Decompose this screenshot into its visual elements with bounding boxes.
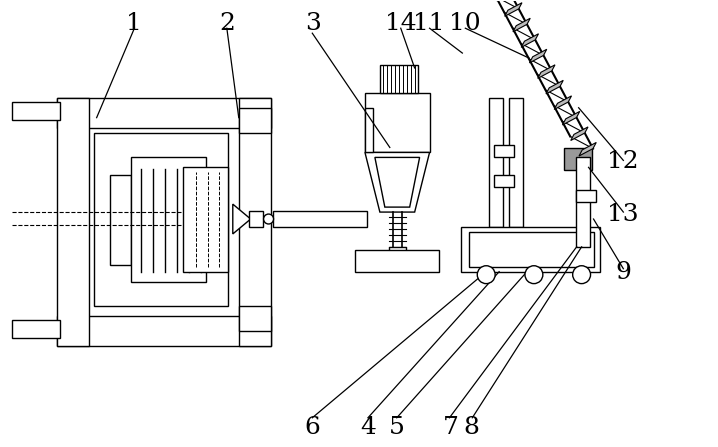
Bar (564, 148, 592, 170)
Bar (239, 108, 271, 133)
Bar (131, 157, 206, 282)
Bar (389, 247, 406, 257)
Polygon shape (496, 0, 514, 1)
Polygon shape (529, 49, 546, 63)
Polygon shape (571, 127, 588, 140)
Bar (494, 175, 514, 187)
Bar (380, 65, 418, 93)
Polygon shape (521, 34, 538, 47)
Text: 6: 6 (304, 416, 320, 439)
Polygon shape (546, 80, 563, 94)
Bar (12, 102, 60, 120)
Bar (248, 211, 263, 227)
Bar (365, 93, 429, 152)
Text: 4: 4 (360, 416, 376, 439)
Polygon shape (554, 96, 572, 110)
Bar (93, 133, 228, 307)
Text: 1: 1 (126, 12, 142, 35)
Bar (239, 98, 271, 346)
Polygon shape (579, 143, 596, 156)
Text: 14: 14 (385, 12, 416, 35)
Text: 8: 8 (464, 416, 480, 439)
Bar (355, 250, 439, 272)
Bar (57, 98, 89, 346)
Bar (110, 175, 131, 265)
Bar (239, 307, 271, 331)
Polygon shape (538, 65, 555, 78)
Circle shape (525, 266, 543, 284)
Circle shape (573, 266, 590, 284)
Text: 2: 2 (219, 12, 235, 35)
Bar (12, 320, 60, 338)
Circle shape (264, 214, 274, 224)
Bar (489, 98, 503, 227)
Text: 7: 7 (442, 416, 458, 439)
Bar (57, 98, 271, 127)
Bar (183, 167, 228, 272)
Text: 10: 10 (449, 12, 480, 35)
Bar (470, 232, 594, 267)
Bar (509, 98, 523, 227)
Bar (273, 211, 367, 227)
Polygon shape (513, 18, 531, 32)
Bar (494, 145, 514, 157)
Bar (576, 190, 595, 202)
Text: 13: 13 (607, 203, 639, 226)
Polygon shape (365, 152, 429, 212)
Text: 3: 3 (304, 12, 320, 35)
Bar (576, 157, 589, 247)
Bar (57, 316, 271, 346)
Text: 12: 12 (607, 150, 639, 173)
Text: 5: 5 (389, 416, 405, 439)
Polygon shape (562, 111, 579, 125)
Polygon shape (233, 204, 251, 234)
Text: 9: 9 (615, 261, 631, 284)
Text: 11: 11 (413, 12, 444, 35)
Circle shape (477, 266, 495, 284)
Polygon shape (505, 3, 522, 17)
Polygon shape (365, 108, 373, 152)
Polygon shape (375, 157, 419, 207)
Bar (462, 227, 600, 272)
